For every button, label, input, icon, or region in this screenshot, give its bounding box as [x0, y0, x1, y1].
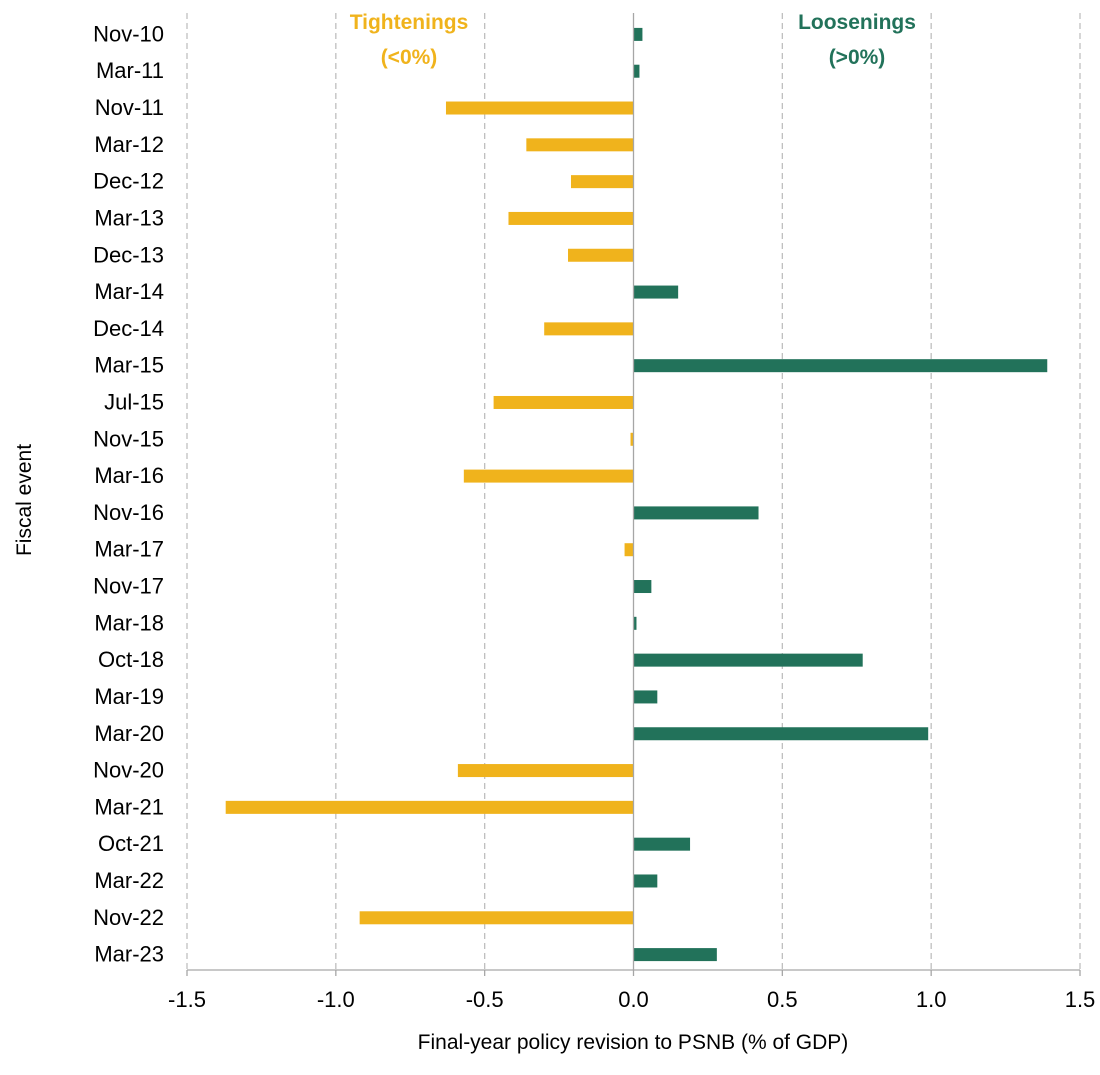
category-label: Mar-13	[94, 205, 164, 230]
bar-nov-20	[457, 764, 634, 778]
category-label: Mar-15	[94, 353, 164, 378]
bar-mar-16	[463, 469, 634, 483]
x-tick-label: -1.5	[168, 987, 206, 1012]
category-label: Mar-22	[94, 868, 164, 893]
category-label: Mar-14	[94, 279, 164, 304]
category-label: Mar-18	[94, 610, 164, 635]
bar-dec-13	[568, 248, 634, 262]
category-label: Nov-15	[93, 426, 164, 451]
category-label: Mar-23	[94, 942, 164, 967]
bar-nov-17	[633, 580, 652, 594]
category-label: Oct-21	[98, 831, 164, 856]
category-label: Nov-22	[93, 905, 164, 930]
tightenings-sublabel: (<0%)	[381, 46, 438, 69]
category-label: Dec-14	[93, 316, 164, 341]
bar-oct-18	[633, 653, 863, 667]
bar-mar-13	[508, 211, 634, 225]
category-label: Dec-13	[93, 242, 164, 267]
category-label: Mar-21	[94, 794, 164, 819]
loosenings-sublabel: (>0%)	[829, 46, 886, 69]
bar-nov-15	[630, 432, 634, 446]
category-label: Oct-18	[98, 647, 164, 672]
bar-dec-12	[570, 175, 634, 189]
category-label: Nov-10	[93, 21, 164, 46]
loosenings-label: Loosenings	[798, 11, 916, 34]
category-labels: Nov-10 Mar-11 Nov-11 Mar-12 Dec-12 Mar-13 Dec-…	[93, 21, 164, 966]
y-axis-title: Fiscal event	[13, 444, 36, 556]
bar-dec-14	[544, 322, 634, 336]
x-tick-labels: -1.5 -1.0 -0.5 0.0 0.5 1.0 1.5	[168, 987, 1095, 1012]
bar-mar-21	[225, 800, 634, 814]
category-label: Mar-12	[94, 132, 164, 157]
bar-mar-11	[633, 64, 640, 78]
category-label: Mar-19	[94, 684, 164, 709]
bar-mar-23	[633, 948, 717, 962]
category-label: Nov-11	[95, 95, 164, 120]
bar-jul-15	[493, 395, 634, 409]
x-tick-label: 0.5	[767, 987, 798, 1012]
tightenings-label: Tightenings	[350, 11, 469, 34]
bar-mar-19	[633, 690, 658, 704]
bar-mar-18	[633, 616, 637, 630]
bar-nov-10	[633, 27, 643, 41]
bar-nov-22	[359, 911, 634, 925]
category-label: Mar-17	[94, 537, 164, 562]
bar-mar-17	[624, 543, 634, 557]
bar-nov-16	[633, 506, 759, 520]
category-label: Dec-12	[93, 169, 164, 194]
category-label: Mar-20	[94, 721, 164, 746]
axes	[186, 13, 1081, 976]
x-tick-label: 1.5	[1065, 987, 1096, 1012]
bar-mar-20	[633, 727, 929, 741]
bar-mar-12	[526, 138, 634, 152]
bar-oct-21	[633, 837, 691, 851]
x-tick-label: 1.0	[916, 987, 947, 1012]
x-tick-label: 0.0	[618, 987, 649, 1012]
category-label: Nov-16	[93, 500, 164, 525]
category-label: Jul-15	[104, 389, 164, 414]
bar-nov-11	[445, 101, 634, 115]
bars	[225, 27, 1048, 962]
x-tick-label: -1.0	[317, 987, 355, 1012]
bar-mar-14	[633, 285, 679, 299]
category-label: Mar-16	[94, 463, 164, 488]
bar-mar-15	[633, 359, 1048, 373]
category-label: Nov-20	[93, 758, 164, 783]
bar-mar-22	[633, 874, 658, 888]
category-label: Mar-11	[96, 58, 164, 83]
x-tick-label: -0.5	[466, 987, 504, 1012]
x-axis-title: Final-year policy revision to PSNB (% of…	[418, 1031, 849, 1054]
category-label: Nov-17	[93, 574, 164, 599]
